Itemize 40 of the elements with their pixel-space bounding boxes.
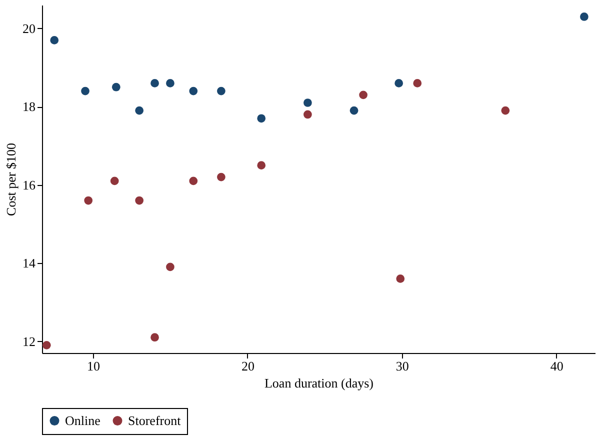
- y-tick-label: 18: [22, 99, 36, 114]
- point: [359, 90, 368, 100]
- y-axis-title: Cost per $100: [4, 143, 18, 216]
- point: [42, 341, 51, 350]
- legend-label: Online: [65, 412, 101, 428]
- point: [84, 196, 93, 205]
- point: [50, 36, 59, 44]
- point: [112, 82, 120, 92]
- point: [189, 176, 198, 186]
- point: [257, 161, 266, 170]
- point: [189, 86, 198, 96]
- point: [350, 106, 358, 115]
- x-tick-label: 10: [86, 358, 100, 374]
- point: [81, 86, 90, 96]
- point: [110, 176, 119, 186]
- y-tick-label: 14: [22, 256, 36, 271]
- point: [150, 79, 159, 88]
- x-tick-label: 40: [550, 358, 564, 374]
- point: [413, 79, 422, 88]
- point: [217, 86, 226, 96]
- point: [217, 172, 226, 182]
- x-axis-title: Loan duration (days): [264, 376, 374, 390]
- x-tick-label: 20: [241, 358, 254, 374]
- point: [304, 98, 312, 107]
- point: [257, 114, 266, 123]
- x-tick-label: 30: [396, 358, 409, 374]
- point: [580, 12, 588, 21]
- y-tick-label: 16: [22, 177, 36, 192]
- legend-label: Storefront: [128, 412, 182, 428]
- point: [135, 196, 144, 205]
- point: [501, 106, 510, 115]
- point: [166, 79, 174, 88]
- y-tick-label: 12: [22, 334, 36, 349]
- point: [394, 79, 404, 88]
- point: [166, 262, 174, 272]
- y-tick-label: 20: [22, 20, 36, 36]
- point: [150, 333, 159, 342]
- point: [396, 274, 405, 283]
- point: [304, 110, 312, 119]
- point: [135, 106, 144, 115]
